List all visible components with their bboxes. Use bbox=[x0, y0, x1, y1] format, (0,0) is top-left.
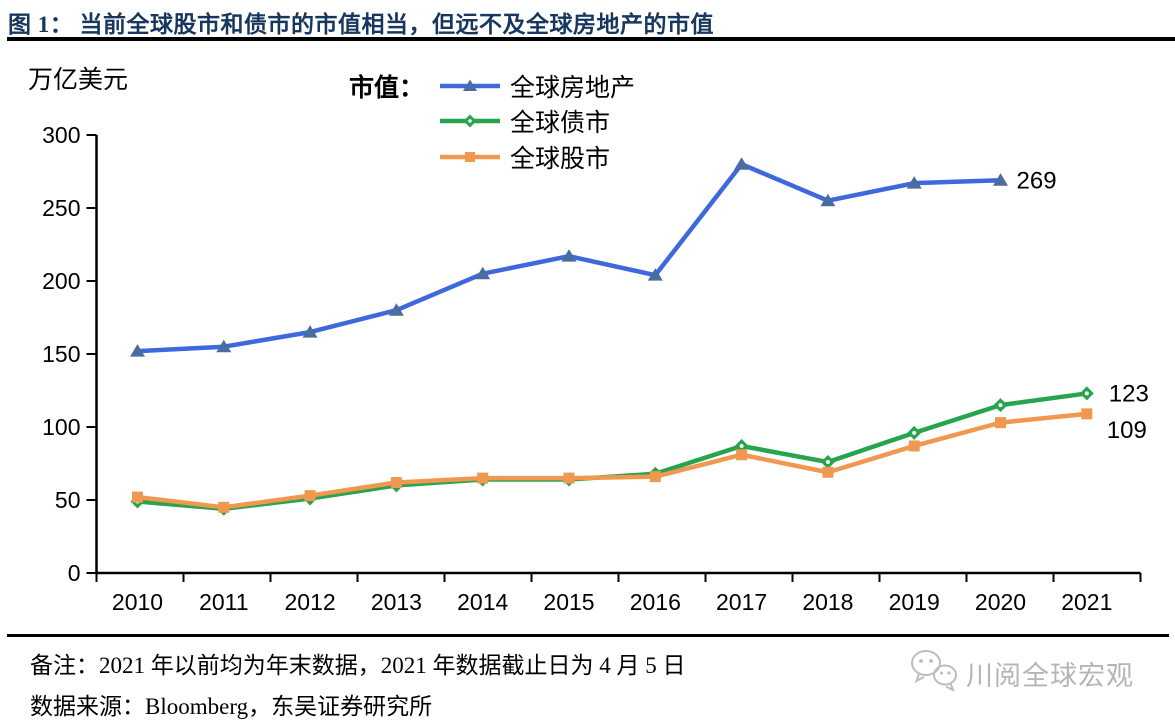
x-axis-tick-label: 2010 bbox=[112, 589, 163, 615]
legend-marker-0 bbox=[463, 79, 477, 91]
legend: 全球房地产全球债市全球股市 bbox=[440, 68, 635, 175]
legend-label-0: 全球房地产 bbox=[510, 74, 636, 102]
series-point-2 bbox=[477, 472, 489, 484]
legend-swatch-0 bbox=[440, 79, 500, 91]
legend-title: 市值： bbox=[349, 75, 425, 102]
series-point-1 bbox=[912, 430, 917, 435]
y-axis-tick-label: 300 bbox=[42, 122, 80, 148]
x-axis-tick-label: 2019 bbox=[889, 589, 940, 615]
series-point-0 bbox=[820, 193, 836, 207]
legend-label-1: 全球债市 bbox=[510, 110, 611, 138]
series-point-2 bbox=[132, 491, 143, 503]
series-point-2 bbox=[908, 440, 920, 452]
series-point-0 bbox=[993, 173, 1008, 186]
x-axis-tick-label: 2015 bbox=[543, 589, 594, 615]
line-chart: 0 50 100 150 200 250 300 2010 2011 2012 2013 2014 20… bbox=[42, 122, 1149, 615]
series-point-0 bbox=[475, 266, 491, 280]
footnote-remark: 备注：2021 年以前均为年末数据，2021 年数据截止日为 4 月 5 日 bbox=[30, 653, 686, 678]
series-point-0 bbox=[561, 249, 577, 262]
series-point-1 bbox=[825, 460, 830, 465]
series-point-2 bbox=[736, 449, 748, 461]
series-point-1 bbox=[998, 403, 1003, 408]
series-line-2 bbox=[135, 411, 1090, 510]
series-point-2 bbox=[1081, 408, 1093, 420]
series-point-2 bbox=[218, 501, 230, 513]
wechat-icon bbox=[906, 648, 960, 699]
watermark: 川阅全球宏观 bbox=[906, 648, 1134, 699]
y-axis-tick-label: 0 bbox=[68, 560, 81, 586]
x-axis-tick-label: 2013 bbox=[371, 589, 422, 615]
series-point-2 bbox=[822, 466, 834, 478]
footer-divider bbox=[7, 634, 1169, 637]
watermark-text: 川阅全球宏观 bbox=[966, 661, 1134, 691]
x-axis-tick-label: 2012 bbox=[285, 589, 336, 615]
series-point-1 bbox=[739, 443, 744, 448]
series-point-2 bbox=[390, 476, 402, 488]
series-point-0 bbox=[130, 344, 145, 357]
x-axis-tick-label: 2020 bbox=[975, 589, 1026, 615]
legend-swatch-1 bbox=[440, 114, 500, 128]
series-point-2 bbox=[995, 417, 1006, 429]
y-axis-tick-label: 50 bbox=[55, 487, 81, 513]
figure-title: 图 1： 当前全球股市和债市的市值相当，但远不及全球房地产的市值 bbox=[8, 12, 714, 37]
series-end-label-0: 269 bbox=[1017, 167, 1057, 194]
x-axis-tick-label: 2014 bbox=[457, 589, 508, 615]
legend-item-1: 全球债市 bbox=[440, 104, 635, 140]
series-point-0 bbox=[302, 325, 318, 338]
legend-marker-1 bbox=[468, 119, 472, 124]
series-point-0 bbox=[388, 303, 404, 316]
legend-swatch-2 bbox=[440, 151, 500, 162]
legend-marker-2 bbox=[465, 151, 475, 162]
series-point-0 bbox=[216, 339, 232, 353]
y-axis-tick-label: 200 bbox=[42, 268, 80, 294]
series-point-2 bbox=[563, 472, 575, 484]
x-axis-tick-label: 2011 bbox=[199, 589, 248, 615]
series-point-1 bbox=[1084, 391, 1089, 396]
legend-item-2: 全球股市 bbox=[440, 139, 635, 175]
x-axis-tick-label: 2016 bbox=[630, 589, 681, 615]
series-end-label-1: 123 bbox=[1109, 380, 1149, 407]
series-end-label-2: 109 bbox=[1107, 417, 1147, 444]
series-point-0 bbox=[647, 268, 663, 281]
y-axis-unit-label: 万亿美元 bbox=[28, 67, 129, 94]
legend-item-0: 全球房地产 bbox=[440, 68, 635, 104]
series-point-0 bbox=[734, 157, 750, 170]
legend-label-2: 全球股市 bbox=[510, 145, 611, 173]
footnote-source: 数据来源：Bloomberg，东吴证券研究所 bbox=[30, 694, 433, 719]
series-line-1 bbox=[135, 391, 1090, 512]
series-point-0 bbox=[906, 176, 922, 189]
title-divider bbox=[7, 37, 1175, 41]
x-axis-tick-label: 2018 bbox=[802, 589, 853, 615]
x-axis-tick-label: 2021 bbox=[1061, 589, 1112, 615]
series-point-2 bbox=[304, 490, 316, 502]
y-axis-tick-label: 150 bbox=[42, 341, 80, 367]
y-axis-tick-label: 100 bbox=[42, 414, 80, 440]
series-point-2 bbox=[649, 471, 661, 483]
x-axis-tick-label: 2017 bbox=[716, 589, 767, 615]
y-axis-tick-label: 250 bbox=[42, 195, 80, 221]
